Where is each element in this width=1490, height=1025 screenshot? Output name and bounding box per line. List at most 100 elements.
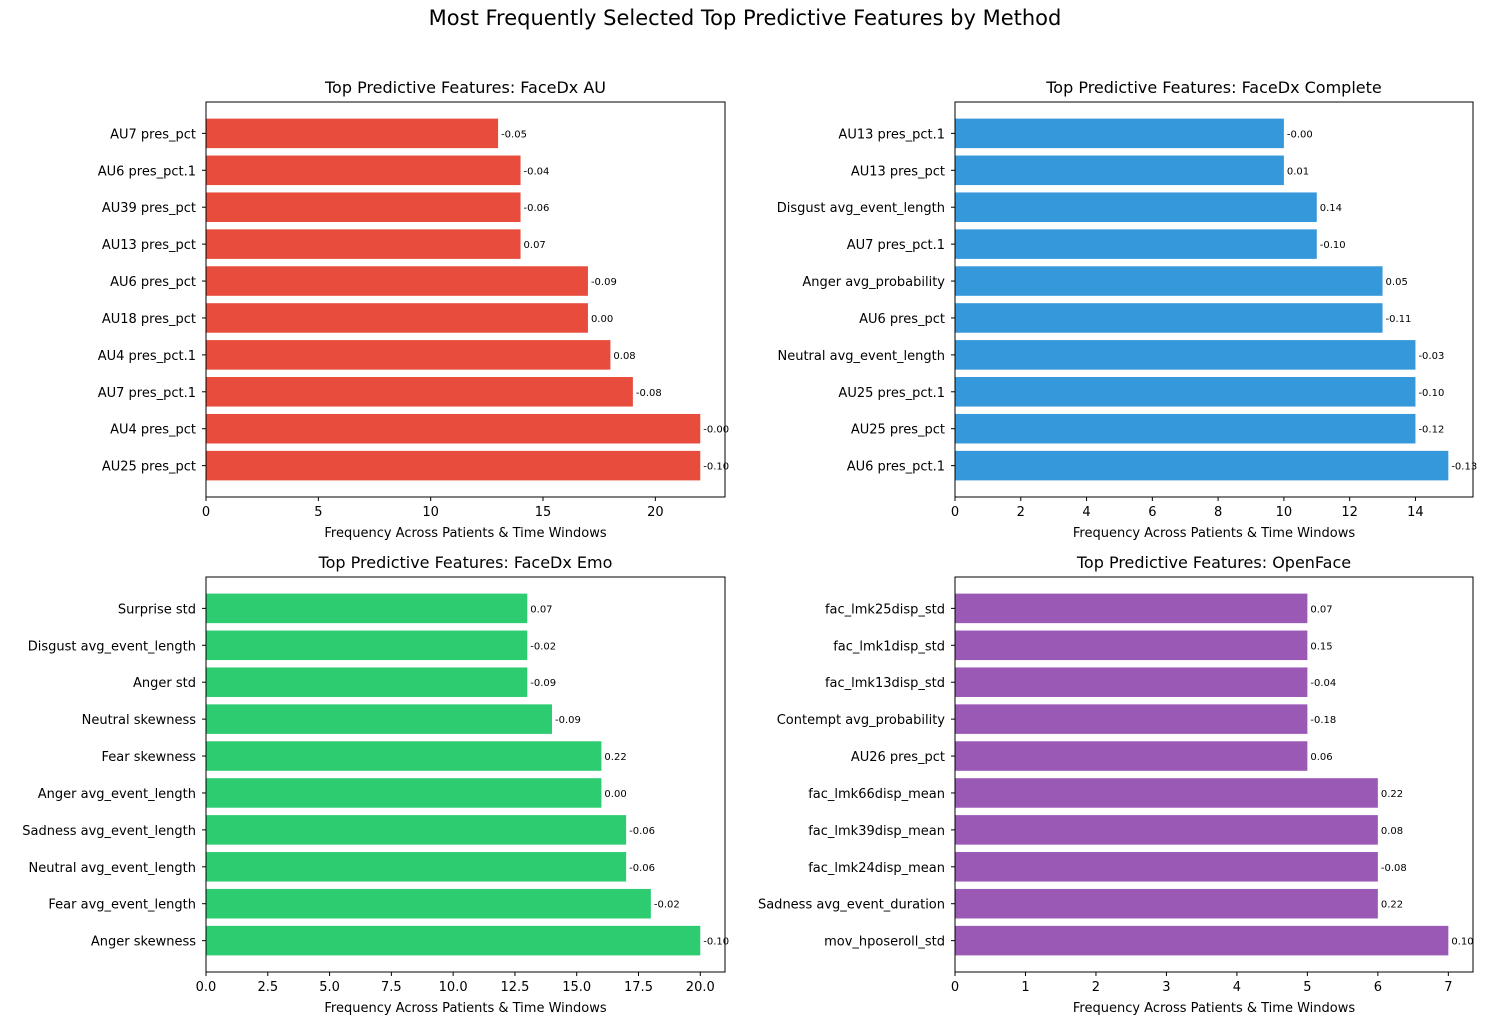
x-tick-label: 5 — [314, 505, 322, 520]
data-label: -0.13 — [1451, 462, 1477, 473]
data-label: 0.07 — [524, 240, 546, 251]
data-label: 0.07 — [1310, 604, 1332, 615]
data-label: 0.01 — [1287, 166, 1309, 177]
x-tick-label: 1 — [1021, 980, 1029, 995]
y-tick-label: AU7 pres_pct.1 — [98, 386, 196, 401]
bar — [955, 815, 1378, 845]
x-tick-label: 0 — [951, 980, 959, 995]
x-tick-label: 2 — [1092, 980, 1100, 995]
data-label: -0.09 — [555, 715, 581, 726]
y-tick-label: Disgust avg_event_length — [28, 639, 196, 654]
data-label: -0.09 — [591, 277, 617, 288]
axes-frame — [954, 101, 1474, 498]
y-tick-label: Fear skewness — [102, 750, 197, 765]
y-tick-label: AU25 pres_pct — [851, 423, 945, 438]
data-label: 0.05 — [1386, 277, 1408, 288]
bar — [206, 340, 611, 370]
y-tick-label: fac_lmk13disp_std — [825, 676, 945, 691]
bar — [955, 229, 1317, 259]
data-label: -0.00 — [1287, 129, 1313, 140]
data-label: 0.22 — [604, 752, 626, 763]
bar — [955, 888, 1378, 919]
y-tick-label: Anger avg_event_length — [38, 787, 196, 802]
bar — [955, 155, 1284, 186]
y-tick-label: AU25 pres_pct.1 — [838, 386, 945, 401]
x-tick-label: 0 — [951, 505, 959, 520]
y-tick-label: fac_lmk25disp_std — [825, 602, 945, 617]
x-tick-label: 4 — [1082, 505, 1090, 520]
bar — [955, 340, 1416, 370]
bar — [206, 593, 528, 624]
bar — [955, 741, 1308, 771]
data-label: -0.18 — [1310, 715, 1336, 726]
chart-panel-2: Top Predictive Features: FaceDx Complete… — [777, 78, 1477, 541]
data-label: -0.00 — [703, 425, 729, 436]
data-label: -0.12 — [1418, 425, 1444, 436]
bar — [206, 377, 633, 407]
x-tick-label: 5.0 — [319, 980, 340, 995]
bar — [206, 778, 602, 808]
bar — [206, 741, 602, 771]
chart-panel-1: Top Predictive Features: FaceDx AU -0.10 A… — [98, 78, 729, 541]
x-tick-label: 12.5 — [500, 980, 529, 995]
bar — [955, 413, 1416, 444]
bar — [955, 303, 1383, 333]
bar — [955, 778, 1378, 808]
bar — [955, 266, 1383, 296]
x-tick-label: 6 — [1374, 980, 1382, 995]
x-tick-label: 5 — [1303, 980, 1311, 995]
data-label: 0.22 — [1381, 789, 1403, 800]
data-label: 0.08 — [613, 351, 635, 362]
x-tick-label: 15.0 — [562, 980, 591, 995]
x-axis-label: Frequency Across Patients & Time Windows — [324, 526, 606, 541]
x-tick-label: 0.0 — [196, 980, 217, 995]
y-tick-label: AU39 pres_pct — [102, 201, 196, 216]
data-label: -0.03 — [1418, 351, 1444, 362]
x-tick-label: 7 — [1444, 980, 1452, 995]
axes-frame — [954, 576, 1474, 973]
x-tick-label: 10 — [1276, 505, 1293, 520]
y-tick-label: Anger skewness — [91, 935, 196, 950]
y-tick-label: AU13 pres_pct.1 — [838, 127, 945, 142]
data-label: -0.06 — [629, 863, 655, 874]
data-label: -0.11 — [1386, 314, 1412, 325]
y-tick-label: AU7 pres_pct — [110, 127, 196, 142]
y-tick-label: AU6 pres_pct — [110, 275, 196, 290]
y-tick-label: AU4 pres_pct.1 — [98, 349, 196, 364]
x-tick-label: 0 — [202, 505, 210, 520]
bar — [206, 667, 528, 697]
data-label: -0.04 — [1310, 678, 1336, 689]
data-label: -0.08 — [636, 388, 662, 399]
bar — [206, 413, 701, 444]
bar — [955, 450, 1449, 481]
bar — [206, 450, 701, 481]
bar — [206, 155, 521, 186]
data-label: 0.00 — [604, 789, 626, 800]
bar — [206, 815, 627, 845]
x-tick-label: 15 — [535, 505, 552, 520]
bar — [206, 192, 521, 222]
x-tick-label: 12 — [1341, 505, 1358, 520]
bar — [206, 852, 627, 882]
bar — [206, 925, 701, 956]
y-tick-label: AU6 pres_pct.1 — [98, 164, 196, 179]
y-tick-label: AU6 pres_pct.1 — [847, 460, 945, 475]
data-label: 0.07 — [530, 604, 552, 615]
bar — [206, 118, 499, 149]
x-tick-label: 2 — [1017, 505, 1025, 520]
data-label: -0.10 — [1418, 388, 1444, 399]
y-tick-label: Surprise std — [118, 602, 196, 617]
x-tick-label: 8 — [1214, 505, 1222, 520]
data-label: 0.08 — [1381, 826, 1403, 837]
x-tick-label: 2.5 — [257, 980, 278, 995]
bar — [955, 925, 1449, 956]
bar — [206, 630, 528, 661]
y-tick-label: Neutral skewness — [82, 713, 197, 728]
x-axis-label: Frequency Across Patients & Time Windows — [1073, 526, 1355, 541]
bar — [955, 377, 1416, 407]
data-label: 0.22 — [1381, 900, 1403, 911]
y-tick-label: AU13 pres_pct — [851, 164, 945, 179]
axes-frame — [205, 576, 726, 973]
bar — [955, 704, 1308, 734]
